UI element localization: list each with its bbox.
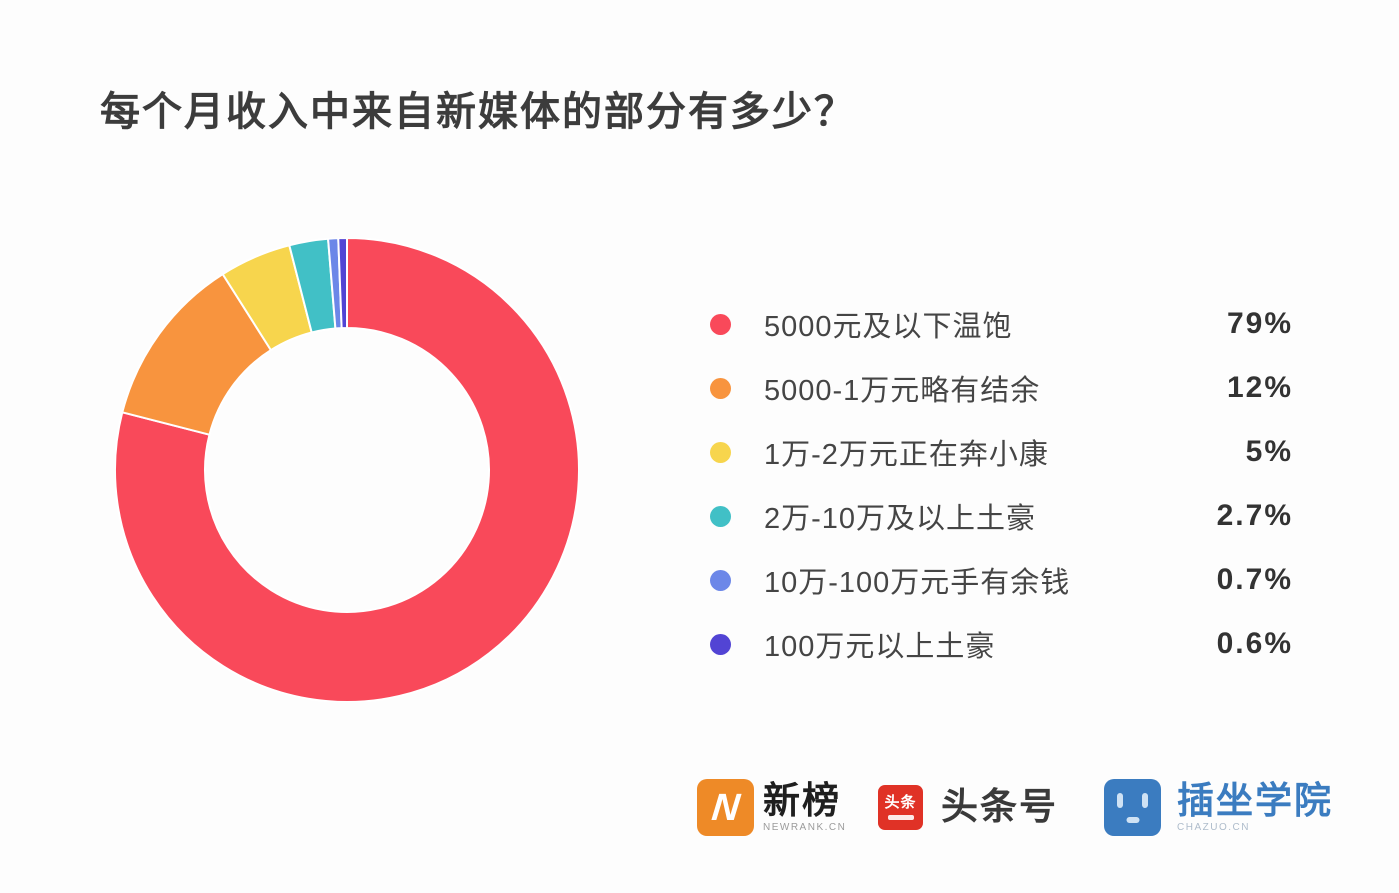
chazuo-eye-icon (1142, 793, 1148, 808)
legend-label: 10万-100万元手有余钱 (764, 567, 1071, 599)
legend: 5000元及以下温饱 79% 5000-1万元略有结余 12% 1万-2万元正在… (705, 292, 1293, 676)
legend-dot-icon (710, 441, 731, 463)
legend-label: 5000-1万元略有结余 (764, 375, 1041, 407)
legend-dot-icon (710, 633, 731, 655)
donut-slice (114, 237, 580, 703)
chazuo-logo: 插坐学院 CHAZUO.CN (1104, 779, 1333, 836)
legend-dot-icon (710, 569, 731, 591)
newrank-n-mark: N (709, 786, 742, 829)
legend-item: 10万-100万元手有余钱 0.7% (705, 548, 1293, 612)
chazuo-logo-subtitle: CHAZUO.CN (1177, 822, 1250, 834)
newrank-logo-title: 新榜 (763, 779, 841, 821)
legend-dot-icon (710, 377, 731, 399)
legend-label: 2万-10万及以上土豪 (764, 503, 1037, 535)
legend-value: 2.7% (1216, 499, 1293, 532)
legend-label: 100万元以上土豪 (764, 631, 996, 663)
legend-dot-icon (710, 505, 731, 527)
newrank-logo: N 新榜 NEWRANK.CN (697, 779, 846, 836)
chazuo-face-icon (1104, 779, 1161, 836)
chazuo-mouth-icon (1126, 817, 1139, 823)
donut-chart (114, 236, 580, 703)
chart-title: 每个月收入中来自新媒体的部分有多少？ (100, 90, 856, 134)
legend-value: 0.6% (1216, 627, 1293, 660)
chazuo-logo-title: 插坐学院 (1177, 779, 1333, 821)
newrank-logo-icon: N (697, 779, 754, 836)
toutiao-logo-icon: 头条 (878, 785, 923, 830)
newrank-logo-subtitle: NEWRANK.CN (763, 822, 847, 834)
legend-dot-icon (710, 313, 731, 335)
toutiao-logo-title: 头条号 (941, 786, 1058, 828)
legend-item: 5000元及以下温饱 79% (705, 292, 1293, 356)
legend-value: 79% (1226, 307, 1293, 340)
toutiao-mark: 头条 (884, 794, 917, 812)
legend-value: 12% (1226, 371, 1293, 404)
footer-logos: N 新榜 NEWRANK.CN 头条 头条号 插坐学院 (0, 775, 1399, 850)
chazuo-eye-icon (1117, 793, 1123, 808)
donut-chart-svg (114, 236, 580, 703)
legend-label: 1万-2万元正在奔小康 (764, 439, 1049, 471)
legend-item: 100万元以上土豪 0.6% (705, 612, 1293, 676)
legend-value: 5% (1245, 435, 1293, 468)
donut-slice (337, 236, 348, 330)
legend-item: 1万-2万元正在奔小康 5% (705, 420, 1293, 484)
toutiao-small-text-strip (887, 814, 914, 820)
legend-item: 2万-10万及以上土豪 2.7% (705, 484, 1293, 548)
toutiao-logo: 头条 头条号 (878, 785, 1058, 830)
legend-item: 5000-1万元略有结余 12% (705, 356, 1293, 420)
legend-label: 5000元及以下温饱 (764, 311, 1013, 343)
legend-value: 0.7% (1216, 563, 1293, 596)
